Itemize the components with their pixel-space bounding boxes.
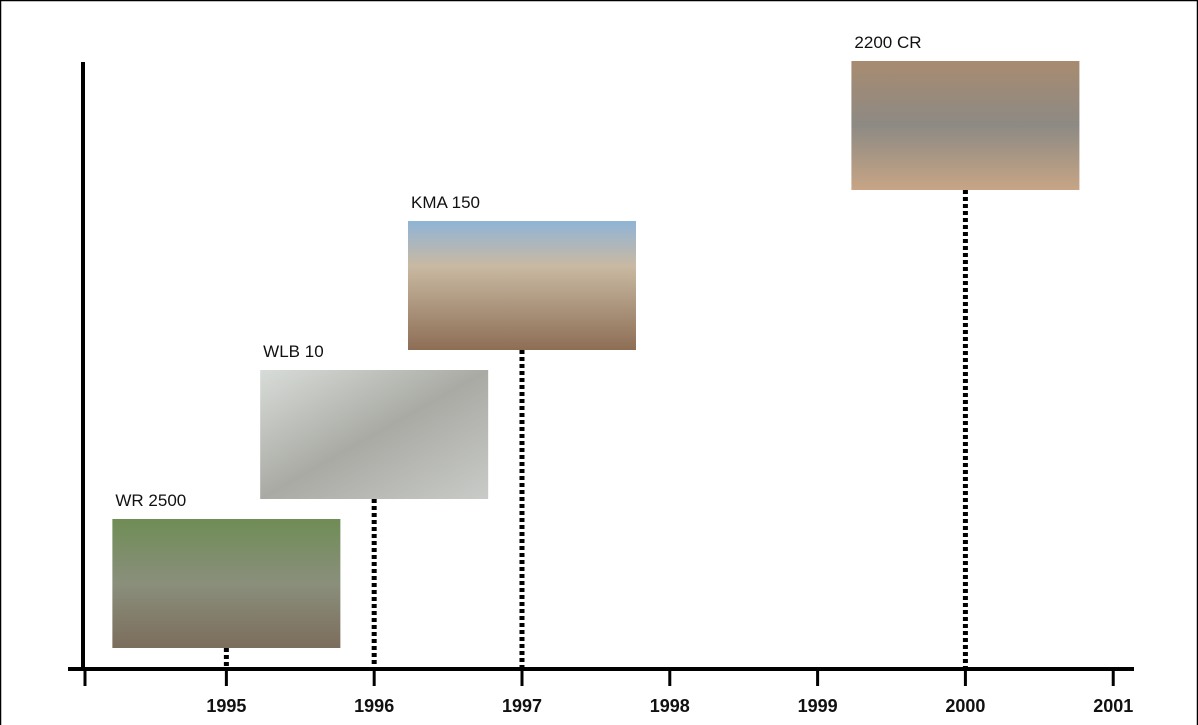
photo — [408, 221, 636, 350]
photo — [260, 370, 488, 499]
item-label: KMA 150 — [411, 193, 480, 212]
tick-label: 1995 — [206, 696, 246, 716]
tick-label: 2001 — [1093, 696, 1133, 716]
timeline: 1995 1996 1997 1998 1999 2000 2001 WR 2500 WLB 1… — [0, 0, 1198, 725]
tick-label: 1999 — [798, 696, 838, 716]
item-label: WR 2500 — [115, 491, 186, 510]
photo — [851, 61, 1079, 190]
tick-label: 2000 — [945, 696, 985, 716]
item-label: 2200 CR — [854, 33, 921, 52]
tick-label: 1998 — [650, 696, 690, 716]
tick-label: 1996 — [354, 696, 394, 716]
tick-label: 1997 — [502, 696, 542, 716]
photo — [112, 519, 340, 648]
item-label: WLB 10 — [263, 342, 323, 361]
